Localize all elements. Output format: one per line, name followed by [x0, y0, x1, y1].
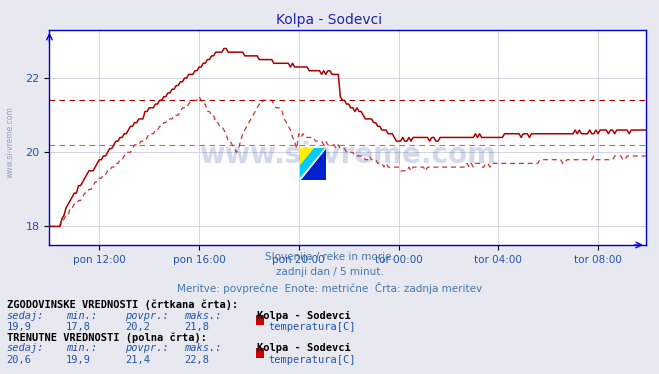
- Text: 20,2: 20,2: [125, 322, 150, 332]
- Text: temperatura[C]: temperatura[C]: [269, 355, 357, 365]
- Polygon shape: [300, 148, 325, 178]
- Text: www.si-vreme.com: www.si-vreme.com: [5, 106, 14, 178]
- Text: 21,4: 21,4: [125, 355, 150, 365]
- Text: Kolpa - Sodevci: Kolpa - Sodevci: [276, 13, 383, 27]
- Text: Slovenija / reke in morje.: Slovenija / reke in morje.: [264, 252, 395, 263]
- Text: 17,8: 17,8: [66, 322, 91, 332]
- Polygon shape: [301, 149, 326, 180]
- Text: sedaj:: sedaj:: [7, 343, 44, 353]
- Text: povpr.:: povpr.:: [125, 343, 169, 353]
- Text: Kolpa - Sodevci: Kolpa - Sodevci: [257, 343, 351, 353]
- Text: 21,8: 21,8: [185, 322, 210, 332]
- Text: maks.:: maks.:: [185, 343, 222, 353]
- Text: temperatura[C]: temperatura[C]: [269, 322, 357, 332]
- Text: www.si-vreme.com: www.si-vreme.com: [199, 141, 496, 169]
- Text: min.:: min.:: [66, 343, 97, 353]
- Text: sedaj:: sedaj:: [7, 311, 44, 321]
- Text: zadnji dan / 5 minut.: zadnji dan / 5 minut.: [275, 267, 384, 278]
- Text: 20,6: 20,6: [7, 355, 32, 365]
- Text: 19,9: 19,9: [66, 355, 91, 365]
- Text: min.:: min.:: [66, 311, 97, 321]
- Text: maks.:: maks.:: [185, 311, 222, 321]
- Text: 22,8: 22,8: [185, 355, 210, 365]
- Text: povpr.:: povpr.:: [125, 311, 169, 321]
- Text: Meritve: povprečne  Enote: metrične  Črta: zadnja meritev: Meritve: povprečne Enote: metrične Črta:…: [177, 282, 482, 294]
- Text: TRENUTNE VREDNOSTI (polna črta):: TRENUTNE VREDNOSTI (polna črta):: [7, 332, 206, 343]
- Text: 19,9: 19,9: [7, 322, 32, 332]
- Text: Kolpa - Sodevci: Kolpa - Sodevci: [257, 311, 351, 321]
- Text: ZGODOVINSKE VREDNOSTI (črtkana črta):: ZGODOVINSKE VREDNOSTI (črtkana črta):: [7, 299, 238, 310]
- Polygon shape: [300, 148, 325, 178]
